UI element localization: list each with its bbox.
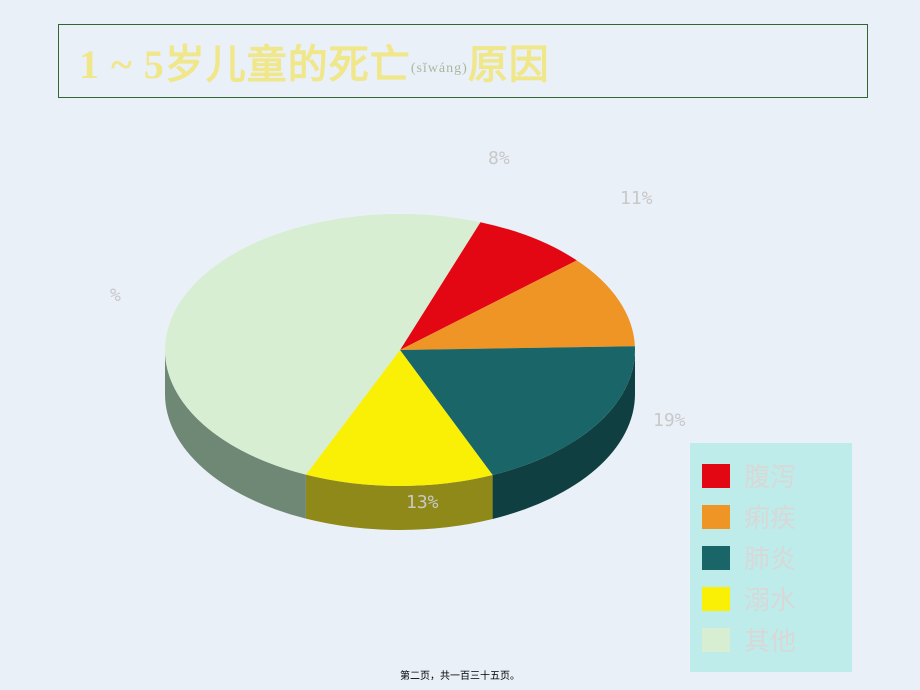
pie-chart — [120, 160, 680, 580]
legend-label: 腹泻 — [744, 457, 796, 494]
page-footer: 第二页，共一百三十五页。 — [0, 667, 920, 682]
legend: 腹泻痢疾肺炎溺水其他 — [690, 443, 852, 672]
pie-percent-label: 11% — [620, 188, 653, 209]
title-container: 1 ~ 5岁儿童的死亡(sǐwáng)原因 — [58, 24, 868, 98]
title-prefix: 1 ~ 5 — [79, 42, 165, 87]
page-footer-text: 第二页，共一百三十五页。 — [400, 671, 520, 682]
pie-percent-label: 19% — [653, 410, 686, 431]
legend-item: 肺炎 — [702, 539, 840, 576]
pie-percent-label: % — [110, 285, 121, 306]
legend-label: 痢疾 — [744, 498, 796, 535]
pie-svg — [120, 160, 680, 580]
legend-item: 溺水 — [702, 580, 840, 617]
legend-swatch — [702, 546, 730, 570]
pie-percent-label: 13% — [406, 492, 439, 513]
legend-item: 其他 — [702, 621, 840, 658]
pie-percent-label: 8% — [488, 148, 510, 169]
legend-swatch — [702, 587, 730, 611]
title-pinyin: (sǐwáng) — [411, 61, 468, 76]
legend-swatch — [702, 464, 730, 488]
title-suffix: 原因 — [468, 42, 550, 87]
legend-item: 痢疾 — [702, 498, 840, 535]
legend-label: 肺炎 — [744, 539, 796, 576]
legend-swatch — [702, 628, 730, 652]
legend-swatch — [702, 505, 730, 529]
legend-item: 腹泻 — [702, 457, 840, 494]
title-middle: 岁儿童的死亡 — [165, 42, 411, 87]
title-text: 1 ~ 5岁儿童的死亡(sǐwáng)原因 — [79, 32, 550, 90]
legend-label: 溺水 — [744, 580, 796, 617]
legend-label: 其他 — [744, 621, 796, 658]
